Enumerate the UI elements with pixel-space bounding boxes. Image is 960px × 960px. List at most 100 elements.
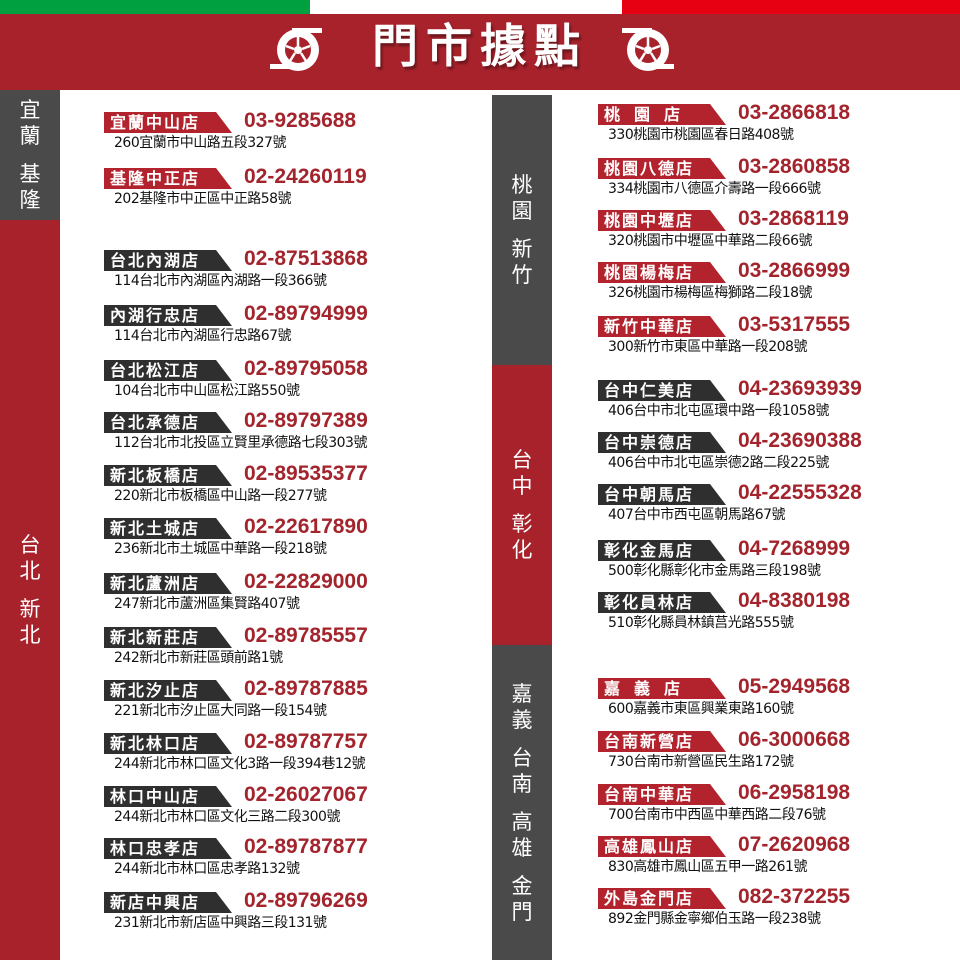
store-phone[interactable]: 04-23690388	[738, 429, 862, 452]
store-name-tag: 彰化金馬店	[598, 540, 726, 561]
store-phone[interactable]: 02-89535377	[244, 462, 368, 485]
store-address: 320桃園市中壢區中華路二段66號	[608, 233, 813, 249]
store-phone[interactable]: 03-2868119	[738, 207, 849, 230]
page-title: 門市據點	[372, 19, 588, 73]
region-char: 基	[19, 162, 41, 186]
region-char: 桃	[511, 173, 533, 197]
store-address: 406台中市北屯區崇德2路二段225號	[608, 455, 829, 471]
store-name-tag: 桃園八德店	[598, 158, 726, 179]
store-item: 嘉義店 05-2949568 600嘉義市東區興業東路160號	[598, 675, 958, 726]
store-item: 桃園八德店 03-2860858 334桃園市八德區介壽路一段666號	[598, 155, 958, 206]
store-name-tag: 台北內湖店	[104, 250, 232, 271]
store-item: 新北新莊店 02-89785557 242新北市新莊區頭前路1號	[104, 624, 464, 675]
store-name-tag: 台中崇德店	[598, 432, 726, 453]
store-address: 334桃園市八德區介壽路一段666號	[608, 181, 821, 197]
store-phone[interactable]: 02-89785557	[244, 624, 368, 647]
store-name-tag: 新北林口店	[104, 733, 232, 754]
store-phone[interactable]: 02-87513868	[244, 247, 368, 270]
flag-stripe-white	[310, 0, 622, 14]
store-name-tag: 台南新營店	[598, 731, 726, 752]
store-phone[interactable]: 04-7268999	[738, 537, 851, 560]
store-item: 桃園中壢店 03-2868119 320桃園市中壢區中華路二段66號	[598, 207, 958, 258]
store-address: 406台中市北屯區環中路一段1058號	[608, 403, 829, 419]
store-phone[interactable]: 02-26027067	[244, 783, 368, 806]
store-phone[interactable]: 02-89795058	[244, 357, 368, 380]
store-address: 326桃園市楊梅區梅獅路二段18號	[608, 285, 813, 301]
store-phone[interactable]: 03-9285688	[244, 109, 357, 132]
store-phone[interactable]: 07-2620968	[738, 833, 851, 856]
region-label: 桃園新竹	[492, 95, 552, 365]
store-phone[interactable]: 02-89787757	[244, 730, 368, 753]
store-name-tag: 台中朝馬店	[598, 484, 726, 505]
store-phone[interactable]: 04-8380198	[738, 589, 851, 612]
store-name-tag: 彰化員林店	[598, 592, 726, 613]
store-item: 台中朝馬店 04-22555328 407台中市西屯區朝馬路67號	[598, 481, 958, 532]
store-item: 台中仁美店 04-23693939 406台中市北屯區環中路一段1058號	[598, 377, 958, 428]
store-phone[interactable]: 02-22617890	[244, 515, 368, 538]
store-address: 231新北市新店區中興路三段131號	[114, 915, 327, 931]
store-phone[interactable]: 06-3000668	[738, 728, 851, 751]
store-item: 台南新營店 06-3000668 730台南市新營區民生路172號	[598, 728, 958, 779]
store-phone[interactable]: 082-372255	[738, 885, 851, 908]
store-item: 桃園楊梅店 03-2866999 326桃園市楊梅區梅獅路二段18號	[598, 259, 958, 310]
store-address: 892金門縣金寧鄉伯玉路一段238號	[608, 911, 821, 927]
store-address: 500彰化縣彰化市金馬路三段198號	[608, 563, 821, 579]
store-item: 新北板橋店 02-89535377 220新北市板橋區中山路一段277號	[104, 462, 464, 513]
store-address: 220新北市板橋區中山路一段277號	[114, 488, 327, 504]
store-item: 新北汐止店 02-89787885 221新北市汐止區大同路一段154號	[104, 677, 464, 728]
store-phone[interactable]: 03-2860858	[738, 155, 851, 178]
store-address: 244新北市林口區文化3路一段394巷12號	[114, 756, 366, 772]
region-char: 新	[511, 237, 533, 261]
store-address: 330桃園市桃園區春日路408號	[608, 127, 794, 143]
region-char: 台	[511, 745, 533, 770]
store-address: 242新北市新莊區頭前路1號	[114, 650, 283, 666]
store-phone[interactable]: 04-23693939	[738, 377, 862, 400]
store-address: 730台南市新營區民生路172號	[608, 754, 794, 770]
region-label: 嘉義台南高雄金門	[492, 645, 552, 960]
store-phone[interactable]: 02-89796269	[244, 889, 368, 912]
store-phone[interactable]: 02-22829000	[244, 570, 368, 593]
store-address: 244新北市林口區文化三路二段300號	[114, 809, 340, 825]
store-phone[interactable]: 02-89797389	[244, 409, 368, 432]
store-address: 247新北市蘆洲區集賢路407號	[114, 596, 300, 612]
region-label: 台北新北	[0, 220, 60, 960]
store-name-tag: 台南中華店	[598, 784, 726, 805]
store-address: 112台北市北投區立賢里承德路七段303號	[114, 435, 367, 451]
store-name-tag: 新北板橋店	[104, 465, 232, 486]
store-name-tag: 高雄鳳山店	[598, 836, 726, 857]
store-phone[interactable]: 02-24260119	[244, 165, 367, 188]
store-item: 高雄鳳山店 07-2620968 830高雄市鳳山區五甲一路261號	[598, 833, 958, 884]
store-address: 202基隆市中正區中正路58號	[114, 191, 292, 207]
store-name-tag: 新竹中華店	[598, 316, 726, 337]
store-phone[interactable]: 05-2949568	[738, 675, 851, 698]
store-name-tag: 基隆中正店	[104, 168, 232, 189]
store-item: 台北承德店 02-89797389 112台北市北投區立賢里承德路七段303號	[104, 409, 464, 460]
region-char: 北	[19, 559, 41, 583]
store-phone[interactable]: 02-89787877	[244, 835, 368, 858]
store-phone[interactable]: 03-5317555	[738, 313, 851, 336]
flag-stripe-red	[622, 0, 960, 14]
store-address: 407台中市西屯區朝馬路67號	[608, 507, 786, 523]
store-phone[interactable]: 06-2958198	[738, 781, 851, 804]
store-phone[interactable]: 03-2866818	[738, 101, 851, 124]
region-char: 化	[511, 538, 533, 562]
store-name-tag: 宜蘭中山店	[104, 112, 232, 133]
region-char: 新	[19, 597, 41, 621]
region-char: 台	[19, 533, 41, 557]
store-item: 台南中華店 06-2958198 700台南市中西區中華西路二段76號	[598, 781, 958, 832]
store-phone[interactable]: 02-89794999	[244, 302, 368, 325]
store-name-tag: 台中仁美店	[598, 380, 726, 401]
region-char: 雄	[511, 835, 533, 860]
store-item: 新竹中華店 03-5317555 300新竹市東區中華路一段208號	[598, 313, 958, 364]
store-name-tag: 嘉義店	[598, 678, 726, 699]
store-address: 300新竹市東區中華路一段208號	[608, 339, 807, 355]
store-phone[interactable]: 04-22555328	[738, 481, 862, 504]
store-name-tag: 桃園中壢店	[598, 210, 726, 231]
store-address: 510彰化縣員林鎮莒光路555號	[608, 615, 794, 631]
store-item: 內湖行忠店 02-89794999 114台北市內湖區行忠路67號	[104, 302, 464, 353]
store-address: 236新北市土城區中華路一段218號	[114, 541, 327, 557]
region-char: 金	[511, 873, 533, 898]
store-name-tag: 新北汐止店	[104, 680, 232, 701]
store-phone[interactable]: 03-2866999	[738, 259, 851, 282]
store-phone[interactable]: 02-89787885	[244, 677, 368, 700]
